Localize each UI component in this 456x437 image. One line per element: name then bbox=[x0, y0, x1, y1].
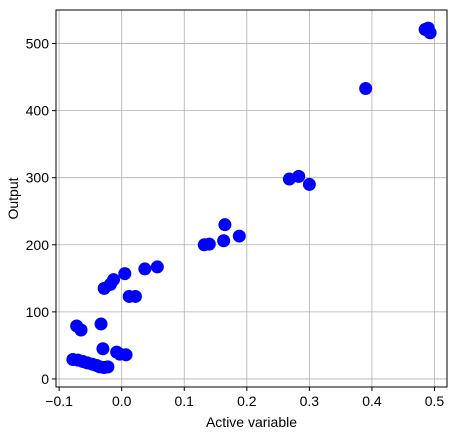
scatter-point bbox=[302, 177, 316, 191]
scatter-point bbox=[232, 229, 246, 243]
y-tick-label: 400 bbox=[26, 103, 50, 119]
x-tick-label: 0.0 bbox=[112, 393, 132, 409]
scatter-point bbox=[128, 289, 142, 303]
y-tick-label: 200 bbox=[26, 237, 50, 253]
scatter-point bbox=[96, 342, 110, 356]
scatter-point bbox=[202, 237, 216, 251]
scatter-point bbox=[97, 281, 111, 295]
y-tick-label: 500 bbox=[26, 36, 50, 52]
y-axis-label: Output bbox=[5, 177, 21, 219]
axis-ticks: −0.1 0.0 0.1 0.2 0.3 0.4 0.5 0 100 200 300 400 500 bbox=[26, 36, 445, 409]
scatter-point bbox=[74, 323, 88, 337]
scatter-point bbox=[94, 317, 108, 331]
x-tick-label: −0.1 bbox=[45, 393, 73, 409]
plot-frame bbox=[55, 9, 448, 388]
x-tick-label: 0.2 bbox=[237, 393, 257, 409]
scatter-point bbox=[119, 348, 133, 362]
scatter-point bbox=[118, 267, 132, 281]
scatter-point bbox=[423, 26, 437, 40]
scatter-point bbox=[150, 260, 164, 274]
x-tick-label: 0.5 bbox=[425, 393, 445, 409]
scatter-point bbox=[292, 169, 306, 183]
x-tick-label: 0.1 bbox=[175, 393, 195, 409]
scatter-point bbox=[218, 218, 232, 232]
x-tick-label: 0.3 bbox=[300, 393, 320, 409]
scatter-point bbox=[359, 81, 373, 95]
scatter-point bbox=[101, 360, 115, 374]
y-tick-label: 0 bbox=[41, 371, 49, 387]
x-tick-label: 0.4 bbox=[362, 393, 382, 409]
scatter-point bbox=[138, 262, 152, 276]
scatter-point bbox=[217, 234, 231, 248]
grid bbox=[56, 10, 447, 387]
y-tick-label: 100 bbox=[26, 304, 50, 320]
y-tick-label: 300 bbox=[26, 170, 50, 186]
x-axis-label: Active variable bbox=[206, 414, 297, 430]
data-points bbox=[66, 21, 437, 375]
